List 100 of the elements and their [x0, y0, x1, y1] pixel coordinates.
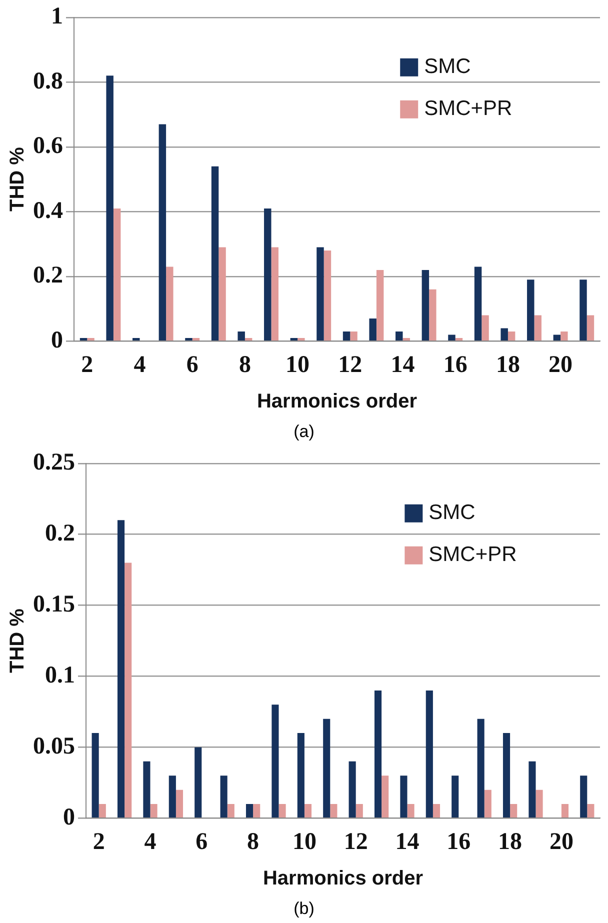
y-tick-label: 0.05	[33, 733, 75, 760]
bar	[143, 761, 150, 818]
bar	[192, 338, 200, 341]
bar	[536, 790, 543, 818]
bar	[527, 280, 534, 341]
x-tick-label: 2	[92, 828, 105, 855]
x-tick-label: 10	[292, 828, 316, 855]
y-tick-label: 0.6	[33, 133, 63, 160]
bar	[348, 761, 356, 818]
x-tick-label: 12	[344, 828, 368, 855]
bar	[132, 338, 140, 341]
x-axis-title: Harmonics order	[262, 868, 424, 890]
y-tick-label: 0.2	[45, 520, 75, 547]
bar	[238, 331, 245, 341]
bar	[396, 331, 403, 341]
bar	[304, 804, 312, 818]
bar	[422, 270, 430, 341]
text: (b)	[292, 898, 316, 920]
bar	[166, 266, 174, 341]
bar	[561, 804, 569, 818]
legend-label: SMC	[428, 501, 476, 524]
bar	[407, 804, 414, 818]
y-tick-label: 0.8	[33, 68, 63, 94]
bar	[400, 776, 408, 818]
bar	[92, 733, 99, 818]
bar	[87, 338, 94, 341]
bar	[158, 124, 166, 341]
x-tick-label: 4	[144, 828, 156, 855]
x-tick-label: 6	[196, 828, 208, 855]
bar	[580, 280, 587, 341]
x-tick-label: 6	[186, 352, 198, 378]
bar	[323, 718, 330, 818]
y-tick-label: 1	[51, 4, 63, 30]
bar	[324, 250, 332, 341]
bar	[587, 804, 594, 818]
bar	[553, 334, 561, 341]
bar	[560, 331, 568, 341]
x-tick-label: 8	[238, 352, 251, 378]
bar	[382, 776, 389, 818]
bar	[448, 334, 456, 341]
bar	[376, 270, 384, 341]
bar	[117, 520, 125, 818]
x-tick-label: 20	[549, 828, 574, 855]
x-tick-label: 20	[548, 352, 573, 378]
bar	[80, 338, 88, 341]
bar	[244, 338, 252, 341]
y-axis-title: THD %	[6, 146, 29, 212]
bar	[185, 338, 192, 341]
bar	[342, 331, 350, 341]
bar	[278, 804, 286, 818]
x-tick-label: 8	[247, 828, 260, 855]
bar	[356, 804, 363, 818]
bar	[330, 804, 338, 818]
bar	[271, 247, 278, 341]
y-tick-label: 0	[63, 804, 75, 830]
bar	[113, 208, 121, 341]
bar	[452, 776, 459, 818]
bar	[374, 690, 382, 818]
y-tick-label: 0.15	[33, 592, 75, 618]
bar	[455, 338, 463, 341]
bar	[502, 733, 510, 818]
bar	[290, 338, 298, 341]
bar	[432, 804, 440, 818]
x-tick-label: 18	[496, 352, 520, 378]
bar	[272, 704, 279, 818]
bar	[98, 804, 106, 818]
bar	[168, 776, 176, 818]
bar	[477, 718, 484, 818]
bar	[194, 747, 202, 818]
x-tick-label: 16	[443, 352, 468, 378]
y-axis-title: THD %	[6, 608, 29, 674]
bar	[253, 804, 260, 818]
bar	[426, 690, 433, 818]
bar	[106, 76, 114, 341]
bar	[500, 328, 508, 341]
bar	[369, 318, 376, 341]
x-tick-label: 2	[81, 352, 94, 378]
x-tick-label: 16	[446, 828, 471, 855]
text: (a)	[292, 421, 316, 443]
bar	[482, 315, 489, 341]
x-tick-label: 12	[338, 352, 362, 378]
bar	[510, 804, 518, 818]
y-tick-label: 0.2	[33, 262, 63, 289]
x-tick-label: 14	[395, 828, 420, 855]
bar	[316, 247, 324, 341]
x-tick-label: 18	[498, 828, 522, 855]
legend-label: SMC	[424, 55, 471, 78]
y-tick-label: 0.25	[33, 450, 75, 476]
y-tick-label: 0	[51, 327, 63, 354]
bar	[264, 208, 272, 341]
y-tick-label: 0.1	[45, 662, 75, 688]
bar	[350, 331, 358, 341]
bar	[474, 266, 482, 341]
bar	[220, 776, 228, 818]
bar	[484, 790, 492, 818]
bar	[580, 776, 588, 818]
bar	[402, 338, 410, 341]
bar	[227, 804, 234, 818]
bar	[508, 331, 516, 341]
bar	[150, 804, 158, 818]
